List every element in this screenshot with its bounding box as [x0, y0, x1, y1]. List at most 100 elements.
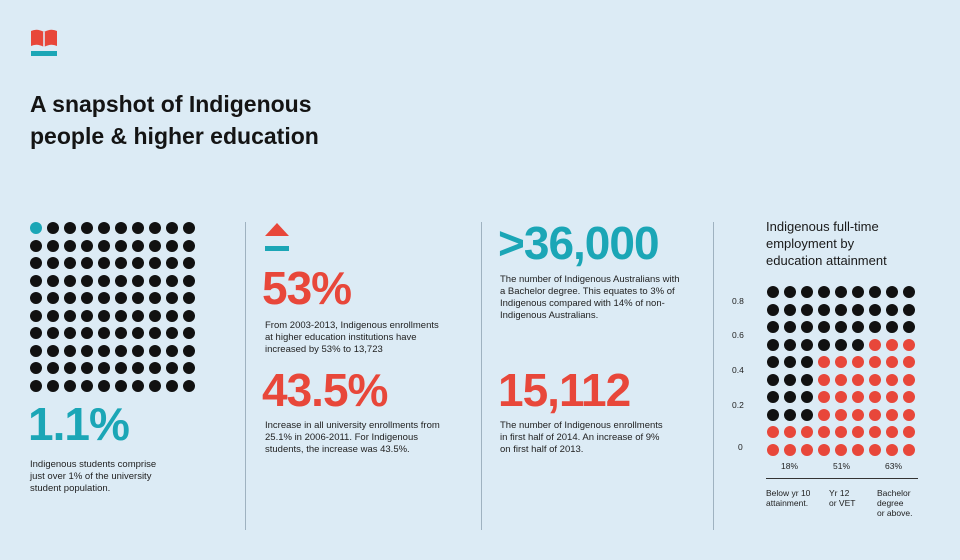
chart-dot-filled [886, 408, 898, 421]
population-dot [64, 222, 76, 234]
chart-dot-filled [818, 356, 830, 368]
stat-value-15112: 15,112 [498, 364, 631, 416]
population-dot [47, 292, 59, 304]
chart-dot-filled [801, 426, 813, 438]
chart-dot-empty [801, 391, 813, 403]
chart-dot-empty [818, 338, 830, 351]
chart-dot-empty [784, 373, 796, 386]
chart-dot-empty [869, 303, 881, 316]
population-dot [149, 327, 161, 339]
population-dot [98, 292, 110, 304]
chart-dot-empty [767, 356, 779, 368]
category-label-line: attainment. [766, 498, 809, 508]
chart-title: Indigenous full-time employment by educa… [766, 218, 946, 269]
y-tick-label: 0.4 [732, 365, 744, 375]
chart-dot-empty [801, 373, 813, 386]
stat-value-1-1-percent: 1.1% [28, 398, 130, 450]
population-dot [30, 327, 42, 339]
stat-description-43-5-percent: Increase in all university enrollments f… [265, 420, 475, 456]
desc-line: in first half of 2014. An increase of 9% [500, 432, 660, 443]
chart-dot-empty [801, 408, 813, 421]
stat-value-36000: >36,000 [498, 217, 660, 269]
chart-dot-empty [784, 286, 796, 298]
chart-dot-empty [767, 321, 779, 333]
page-title-line1: A snapshot of Indigenous [30, 91, 312, 117]
chart-dot-filled [869, 426, 881, 438]
population-dot [64, 274, 76, 287]
population-dot [64, 292, 76, 304]
population-dot [81, 309, 93, 322]
population-dot [98, 327, 110, 339]
population-dot [98, 344, 110, 357]
population-dot [98, 309, 110, 322]
chart-dot-filled [903, 356, 915, 368]
chart-dot-empty [801, 303, 813, 316]
population-dot [64, 257, 76, 269]
population-dot [149, 274, 161, 287]
chart-dot-filled [818, 391, 830, 403]
population-dot [183, 309, 195, 322]
population-dot [115, 274, 127, 287]
population-dot [166, 309, 178, 322]
population-dot [81, 257, 93, 269]
population-dot [30, 292, 42, 304]
population-dot [98, 239, 110, 252]
chart-dot-filled [852, 356, 864, 368]
population-dot [98, 257, 110, 269]
population-dot [132, 257, 144, 269]
chart-dot-empty [903, 286, 915, 298]
divider-2 [481, 222, 482, 530]
stat-description-15112: The number of Indigenous enrollments in … [500, 420, 705, 456]
population-dot [149, 239, 161, 252]
population-dot [64, 239, 76, 252]
chart-dot-filled [903, 426, 915, 438]
desc-line: Indigenous students comprise [30, 459, 157, 470]
population-dot [47, 362, 59, 374]
population-dot [149, 344, 161, 357]
stat-description-36000: The number of Indigenous Australians wit… [500, 274, 705, 322]
population-dot [166, 239, 178, 252]
population-dot [183, 257, 195, 269]
population-dot [166, 379, 178, 392]
chart-dot-empty [852, 338, 864, 351]
chart-dot-filled [869, 373, 881, 386]
chart-dot-filled [818, 426, 830, 438]
chart-dot-empty [767, 408, 779, 421]
population-dot [81, 362, 93, 374]
chart-dot-filled [903, 391, 915, 403]
category-label-line: Bachelor [877, 488, 911, 498]
population-dot [81, 327, 93, 339]
chart-dot-filled [767, 426, 779, 438]
population-dot [149, 309, 161, 322]
desc-line: The number of Indigenous Australians wit… [500, 274, 680, 285]
population-dot [183, 344, 195, 357]
up-arrow-icon [265, 223, 289, 251]
chart-dot-filled [835, 373, 847, 386]
chart-dot-filled [835, 408, 847, 421]
desc-line: on first half of 2013. [500, 444, 584, 455]
population-dot [183, 222, 195, 234]
category-label-yr12-vet: Yr 12 or VET [829, 488, 855, 508]
population-dot [183, 379, 195, 392]
value-label: 63% [885, 461, 903, 471]
desc-line: 25.1% in 2006-2011. For Indigenous [265, 432, 418, 443]
chart-dot-filled [886, 443, 898, 456]
category-label-bachelor: Bachelor degree or above. [877, 488, 912, 518]
population-dot [47, 344, 59, 357]
chart-dot-empty [903, 321, 915, 333]
chart-dot-filled [869, 443, 881, 456]
value-label: 51% [833, 461, 851, 471]
chart-dot-empty [852, 286, 864, 298]
chart-dot-filled [784, 426, 796, 438]
chart-dot-filled [852, 373, 864, 386]
population-dot [149, 379, 161, 392]
chart-dot-filled [835, 391, 847, 403]
population-dot [115, 379, 127, 392]
chart-dot-filled [835, 426, 847, 438]
population-dot [149, 222, 161, 234]
population-dot [81, 292, 93, 304]
chart-dot-empty [801, 321, 813, 333]
population-dot [149, 292, 161, 304]
chart-dot-filled [835, 356, 847, 368]
chart-dot-empty [886, 303, 898, 316]
